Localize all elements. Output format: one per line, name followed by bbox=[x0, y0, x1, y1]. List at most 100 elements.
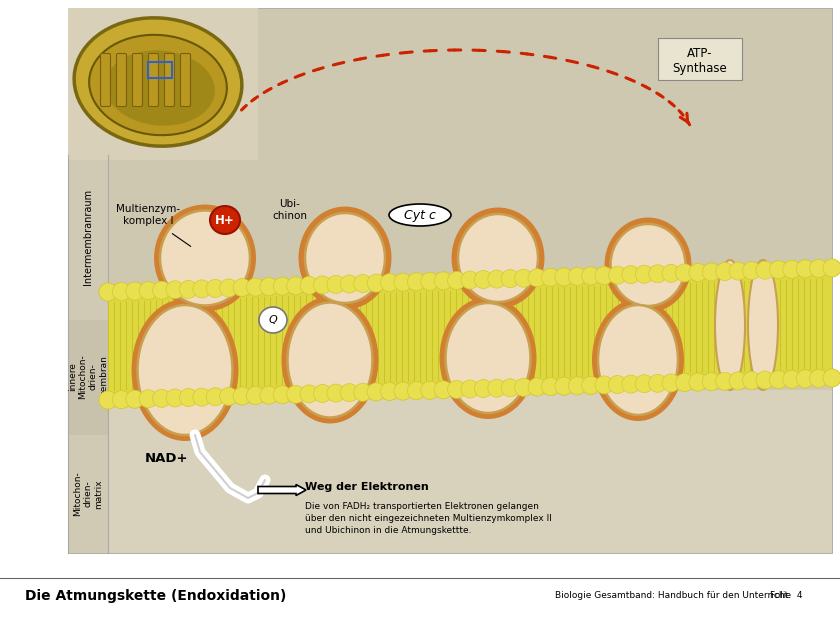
Ellipse shape bbox=[662, 374, 680, 392]
Ellipse shape bbox=[689, 373, 707, 391]
Ellipse shape bbox=[488, 270, 506, 288]
Ellipse shape bbox=[675, 374, 694, 391]
Ellipse shape bbox=[354, 275, 372, 292]
Text: Intermembranraum: Intermembranraum bbox=[83, 189, 93, 285]
Ellipse shape bbox=[113, 391, 130, 409]
Ellipse shape bbox=[675, 264, 694, 282]
Bar bbox=[68, 320, 108, 435]
FancyBboxPatch shape bbox=[181, 54, 191, 106]
Ellipse shape bbox=[635, 265, 654, 284]
Ellipse shape bbox=[743, 372, 760, 389]
Ellipse shape bbox=[313, 276, 332, 294]
Polygon shape bbox=[108, 268, 832, 400]
Ellipse shape bbox=[515, 269, 533, 287]
Ellipse shape bbox=[488, 379, 506, 397]
Ellipse shape bbox=[139, 390, 157, 408]
Ellipse shape bbox=[434, 272, 452, 290]
Bar bbox=[68, 8, 832, 553]
Ellipse shape bbox=[407, 273, 425, 291]
Ellipse shape bbox=[139, 282, 157, 300]
Ellipse shape bbox=[810, 260, 827, 277]
Ellipse shape bbox=[528, 269, 546, 287]
Ellipse shape bbox=[568, 377, 586, 395]
Ellipse shape bbox=[220, 279, 238, 297]
Ellipse shape bbox=[568, 377, 586, 395]
Ellipse shape bbox=[702, 263, 721, 281]
Ellipse shape bbox=[488, 270, 506, 288]
Ellipse shape bbox=[448, 381, 465, 398]
Ellipse shape bbox=[675, 264, 694, 282]
Ellipse shape bbox=[305, 213, 385, 303]
Ellipse shape bbox=[662, 265, 680, 282]
Ellipse shape bbox=[568, 268, 586, 285]
Ellipse shape bbox=[611, 224, 685, 306]
Ellipse shape bbox=[475, 380, 492, 398]
Ellipse shape bbox=[300, 277, 318, 294]
Ellipse shape bbox=[434, 272, 452, 290]
Ellipse shape bbox=[286, 277, 305, 295]
Ellipse shape bbox=[160, 210, 250, 306]
Ellipse shape bbox=[286, 386, 305, 403]
Ellipse shape bbox=[448, 272, 465, 289]
Ellipse shape bbox=[367, 274, 386, 292]
Ellipse shape bbox=[595, 266, 613, 285]
Ellipse shape bbox=[421, 381, 438, 399]
Ellipse shape bbox=[220, 387, 238, 405]
Ellipse shape bbox=[313, 384, 332, 403]
Ellipse shape bbox=[648, 265, 667, 283]
Ellipse shape bbox=[756, 371, 774, 389]
Ellipse shape bbox=[675, 374, 694, 391]
Ellipse shape bbox=[367, 383, 386, 401]
Ellipse shape bbox=[515, 379, 533, 396]
Ellipse shape bbox=[138, 305, 233, 435]
Ellipse shape bbox=[445, 303, 531, 413]
Ellipse shape bbox=[113, 283, 130, 301]
Ellipse shape bbox=[595, 266, 613, 285]
Ellipse shape bbox=[662, 374, 680, 392]
Ellipse shape bbox=[461, 380, 479, 398]
Ellipse shape bbox=[729, 372, 747, 390]
Ellipse shape bbox=[233, 387, 251, 405]
Ellipse shape bbox=[581, 376, 600, 394]
Ellipse shape bbox=[180, 280, 197, 299]
Text: innere
Mitochon-
drien-
membran: innere Mitochon- drien- membran bbox=[68, 355, 108, 399]
Ellipse shape bbox=[595, 376, 613, 394]
Text: Weg der Elektronen: Weg der Elektronen bbox=[305, 482, 428, 492]
Ellipse shape bbox=[823, 259, 840, 277]
Ellipse shape bbox=[528, 378, 546, 396]
Ellipse shape bbox=[595, 376, 613, 394]
Ellipse shape bbox=[113, 391, 130, 409]
Ellipse shape bbox=[434, 381, 452, 399]
Ellipse shape bbox=[273, 277, 291, 295]
Ellipse shape bbox=[528, 378, 546, 396]
Ellipse shape bbox=[421, 272, 438, 290]
Ellipse shape bbox=[313, 276, 332, 294]
Ellipse shape bbox=[796, 260, 814, 278]
Ellipse shape bbox=[810, 260, 827, 277]
Ellipse shape bbox=[367, 274, 386, 292]
Ellipse shape bbox=[783, 370, 801, 388]
Ellipse shape bbox=[581, 376, 600, 394]
Ellipse shape bbox=[743, 261, 760, 280]
Text: H+: H+ bbox=[215, 214, 235, 227]
Ellipse shape bbox=[689, 263, 707, 282]
Ellipse shape bbox=[180, 389, 197, 406]
Ellipse shape bbox=[528, 269, 546, 287]
Text: Mitochon-
drien-
matrix: Mitochon- drien- matrix bbox=[73, 472, 103, 517]
Ellipse shape bbox=[622, 266, 640, 284]
Ellipse shape bbox=[180, 280, 197, 299]
Ellipse shape bbox=[555, 377, 573, 395]
Ellipse shape bbox=[783, 370, 801, 388]
Ellipse shape bbox=[153, 281, 171, 299]
Ellipse shape bbox=[220, 279, 238, 297]
Ellipse shape bbox=[796, 370, 814, 388]
Ellipse shape bbox=[166, 281, 184, 299]
Ellipse shape bbox=[367, 383, 386, 401]
Ellipse shape bbox=[394, 382, 412, 400]
Ellipse shape bbox=[153, 389, 171, 408]
Ellipse shape bbox=[488, 379, 506, 397]
Ellipse shape bbox=[796, 260, 814, 278]
Ellipse shape bbox=[327, 384, 345, 402]
Ellipse shape bbox=[756, 261, 774, 279]
Ellipse shape bbox=[716, 372, 734, 390]
